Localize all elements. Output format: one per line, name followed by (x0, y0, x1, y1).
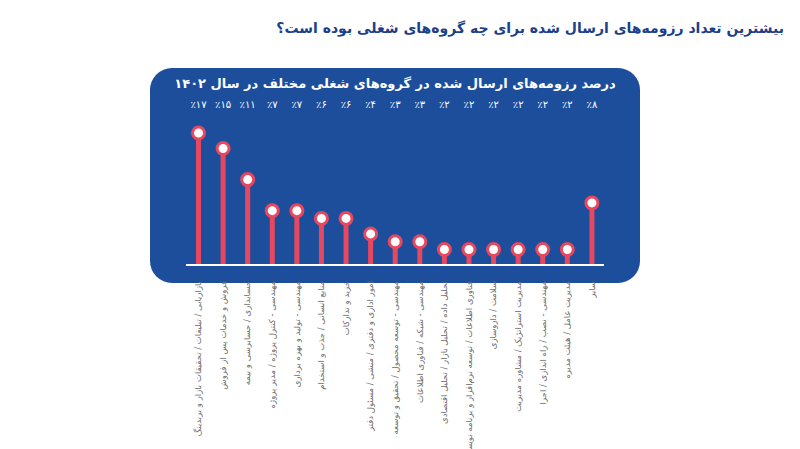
svg-text:٪۲: ٪۲ (464, 99, 475, 110)
svg-text:٪۷: ٪۷ (291, 99, 302, 110)
svg-text:سایر: سایر (587, 281, 597, 299)
svg-text:امور اداری و دفتری / منشی / مس: امور اداری و دفتری / منشی / مسئول دفتر (365, 281, 375, 432)
svg-text:مهندسی - توسعه محصول / تحقیق و: مهندسی - توسعه محصول / تحقیق و توسعه (390, 281, 400, 435)
svg-text:٪۲: ٪۲ (439, 99, 450, 110)
svg-text:٪۷: ٪۷ (267, 99, 278, 110)
svg-text:٪۲: ٪۲ (513, 99, 524, 110)
svg-text:مدیریت استراتژیک / مشاوره مدیر: مدیریت استراتژیک / مشاوره مدیریت (513, 281, 523, 412)
svg-text:٪۳: ٪۳ (414, 99, 425, 110)
svg-text:فروش و خدمات پس از فروش: فروش و خدمات پس از فروش (218, 281, 228, 390)
svg-text:مهندسی - کنترل پروژه / مدیر پر: مهندسی - کنترل پروژه / مدیر پروژه (267, 281, 277, 408)
svg-text:مهندسی - شبکه / فناوری اطلاعات: مهندسی - شبکه / فناوری اطلاعات (415, 281, 425, 403)
svg-text:٪۱۵: ٪۱۵ (215, 99, 231, 110)
svg-text:سلامت / داروسازی: سلامت / داروسازی (488, 281, 498, 349)
svg-text:مهندسی - نصب / راه اندازی / اج: مهندسی - نصب / راه اندازی / اجرا (538, 281, 548, 404)
svg-text:٪۲: ٪۲ (488, 99, 499, 110)
svg-text:خرید و تدارکات: خرید و تدارکات (341, 281, 351, 335)
svg-text:٪۶: ٪۶ (316, 99, 327, 110)
svg-text:٪۸: ٪۸ (587, 99, 598, 110)
svg-text:تحلیل داده / تحلیل بازار / تحل: تحلیل داده / تحلیل بازار / تحلیل اقتصادی (439, 280, 449, 424)
svg-text:بازاریابی / تبلیغات / تحقیقات: بازاریابی / تبلیغات / تحقیقات بازار و بر… (193, 281, 203, 436)
svg-text:مهندسی - تولید و بهره برداری: مهندسی - تولید و بهره برداری (292, 281, 302, 387)
svg-text:٪۲: ٪۲ (562, 99, 573, 110)
svg-text:٪۳: ٪۳ (390, 99, 401, 110)
svg-text:حسابداری / حسابرسی و بیمه: حسابداری / حسابرسی و بیمه (242, 281, 252, 385)
svg-text:٪۲: ٪۲ (537, 99, 548, 110)
svg-text:مدیریت عامل / هیئت مدیره: مدیریت عامل / هیئت مدیره (562, 281, 572, 379)
svg-text:٪۱۷: ٪۱۷ (190, 99, 207, 110)
svg-text:فناوری اطلاعات / توسعه نرم‌افز: فناوری اطلاعات / توسعه نرم‌افزار و برنام… (464, 281, 474, 449)
svg-text:٪۶: ٪۶ (341, 99, 352, 110)
svg-text:٪۱۱: ٪۱۱ (240, 99, 256, 110)
svg-text:منابع انسانی / جذب و استخدام: منابع انسانی / جذب و استخدام (316, 281, 326, 390)
html-text:درصد رزومه‌های ارسال شده در گر: درصد رزومه‌های ارسال شده در گروه‌های شغل… (174, 76, 616, 91)
html-text:بیشترین تعداد رزومه‌های ارسال: بیشترین تعداد رزومه‌های ارسال شده برای چ… (276, 20, 784, 36)
svg-text:٪۴: ٪۴ (365, 99, 376, 110)
